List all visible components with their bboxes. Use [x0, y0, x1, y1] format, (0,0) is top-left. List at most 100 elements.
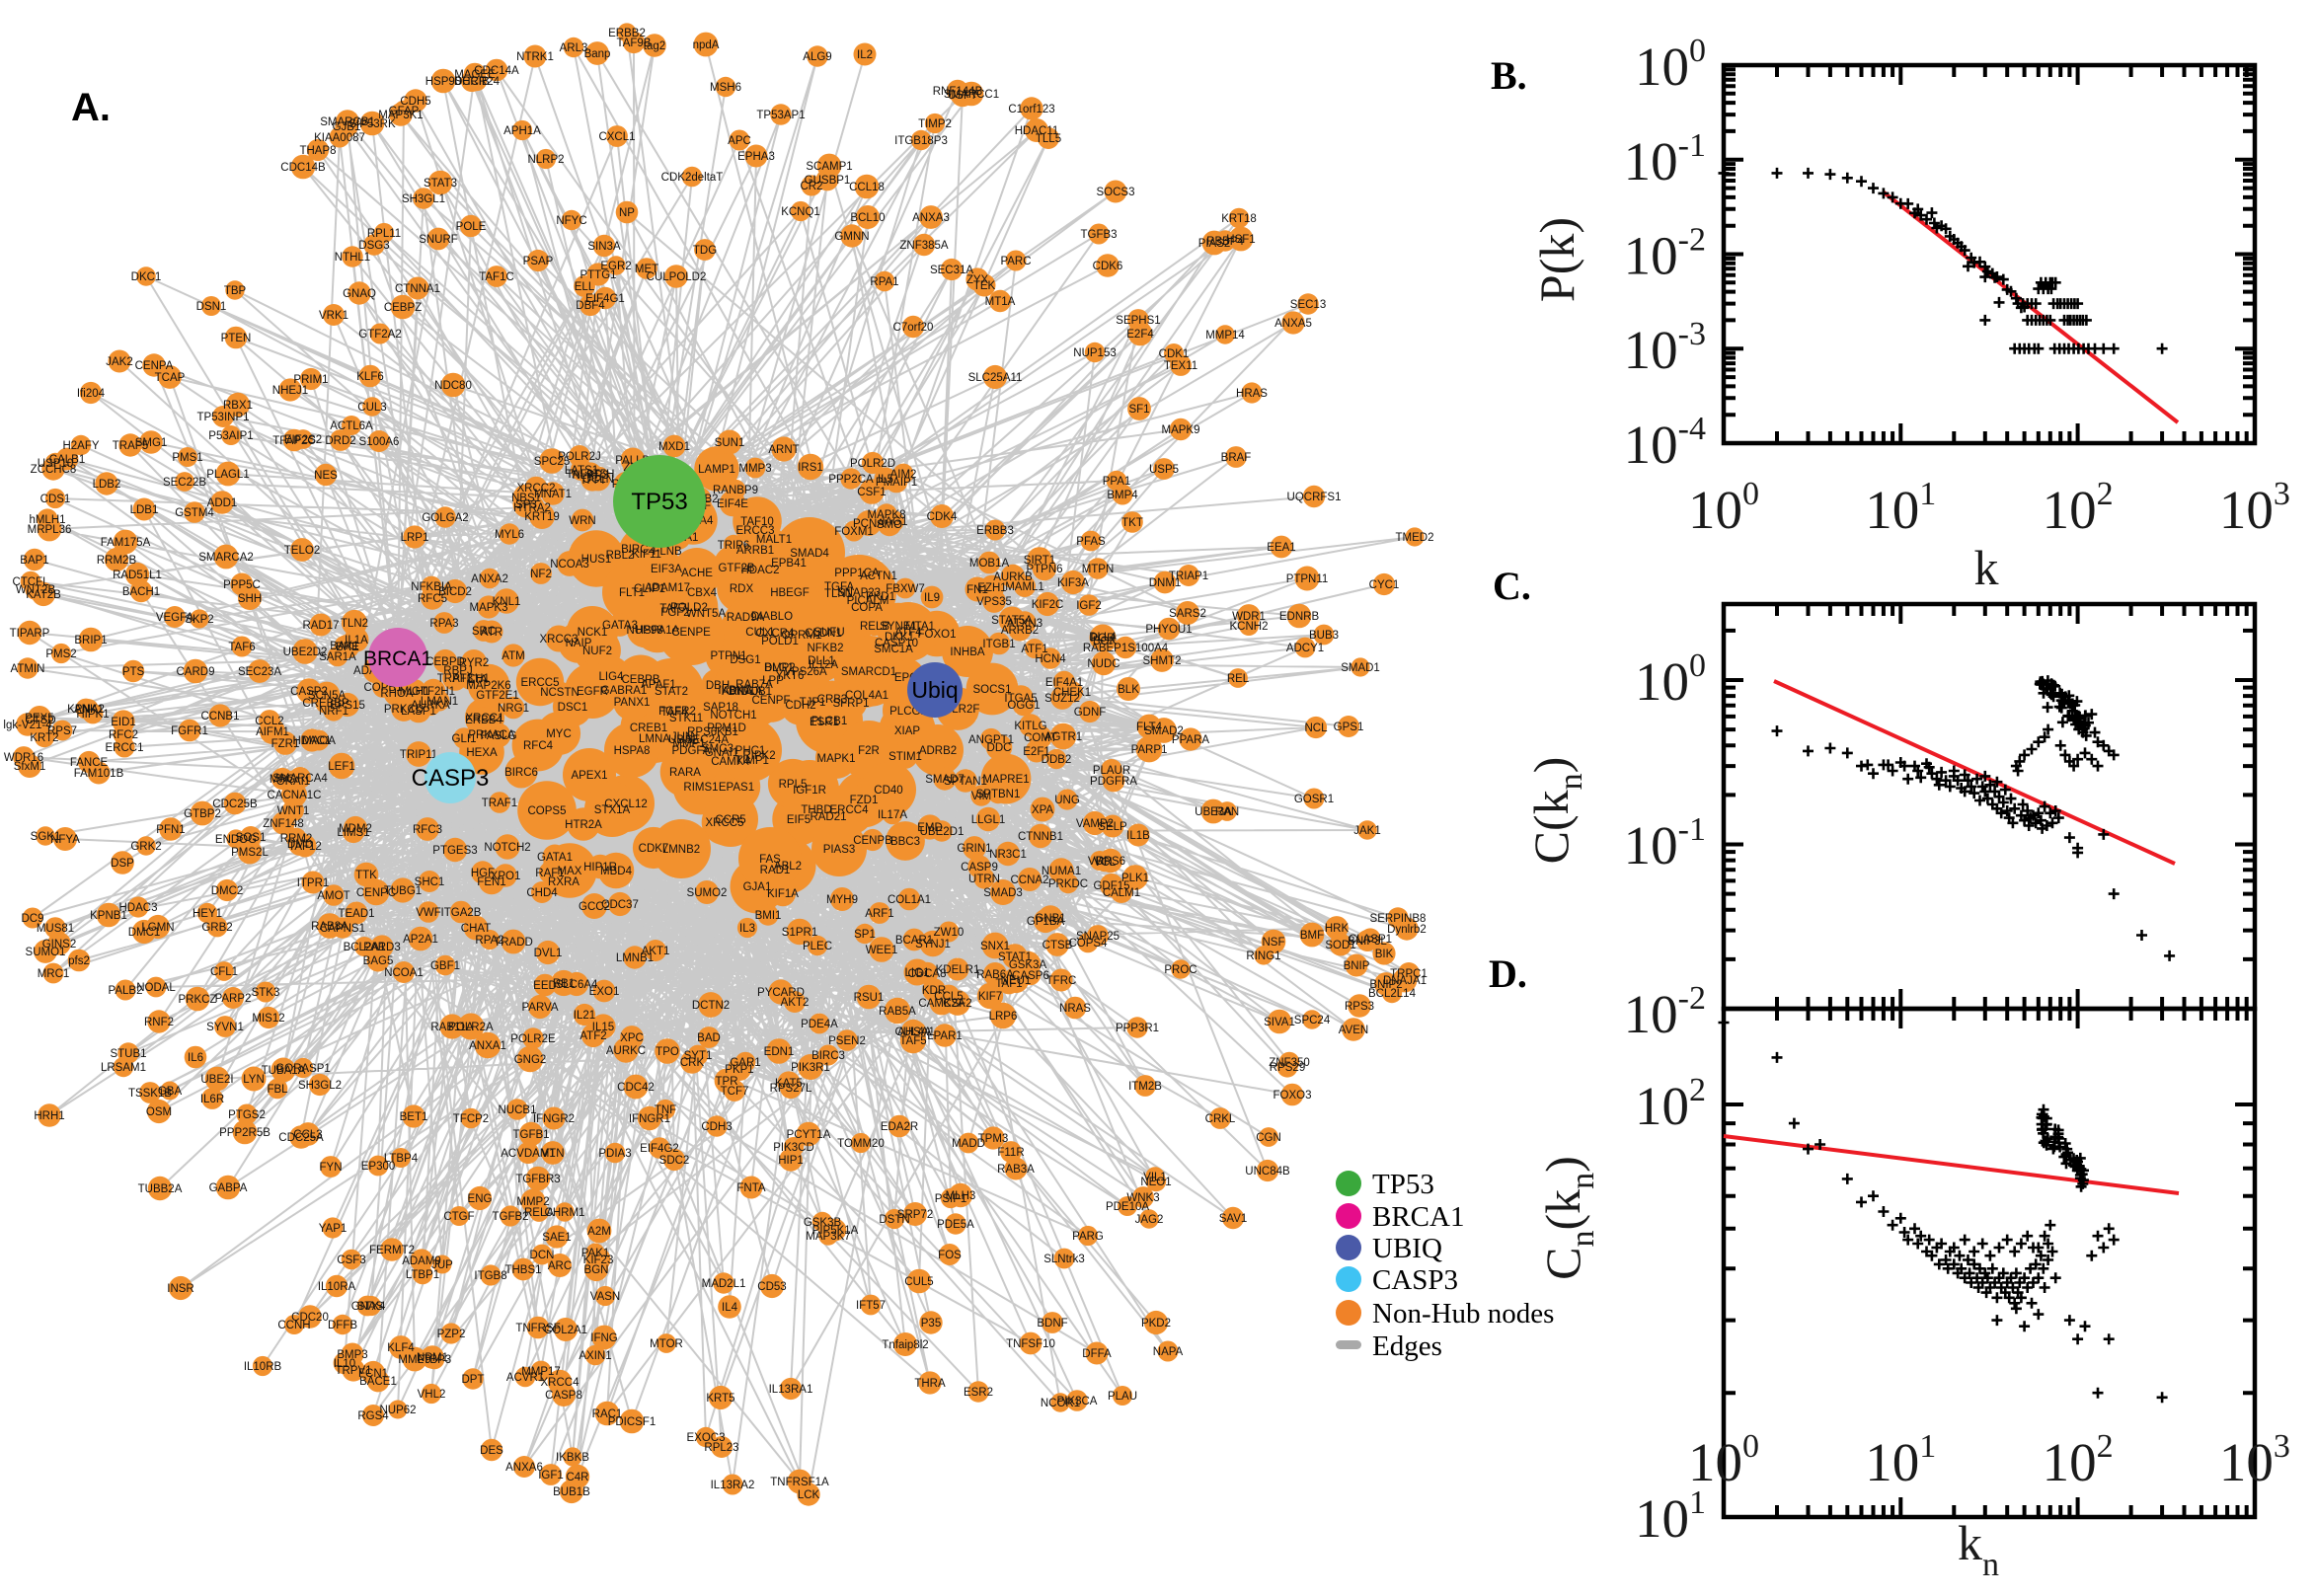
svg-text:AIM2: AIM2 — [890, 469, 917, 481]
svg-text:VAMP2: VAMP2 — [1076, 818, 1114, 830]
svg-text:NF2: NF2 — [530, 569, 552, 580]
svg-text:ARRB1: ARRB1 — [736, 545, 774, 557]
svg-text:CACNA1C: CACNA1C — [268, 790, 322, 801]
svg-text:TMED2: TMED2 — [1396, 532, 1434, 544]
svg-text:TIMP1: TIMP1 — [735, 755, 769, 767]
svg-text:LPP: LPP — [762, 675, 784, 687]
svg-text:TRADD: TRADD — [494, 937, 533, 949]
svg-text:PDGFRA: PDGFRA — [1090, 776, 1137, 788]
svg-text:TFRC: TFRC — [1046, 975, 1077, 987]
svg-text:GCC2: GCC2 — [579, 901, 610, 913]
svg-text:HIPK1: HIPK1 — [76, 709, 109, 721]
svg-text:LRP1: LRP1 — [401, 532, 429, 544]
svg-text:LATS1: LATS1 — [565, 465, 598, 477]
svg-text:NUP153: NUP153 — [1073, 347, 1116, 359]
svg-text:TNFRSF1A: TNFRSF1A — [770, 1477, 829, 1488]
svg-text:FAM101B: FAM101B — [74, 768, 124, 780]
svg-text:RIPK2: RIPK2 — [742, 750, 775, 762]
svg-text:ABL2: ABL2 — [774, 861, 802, 873]
svg-text:ANK1: ANK1 — [74, 704, 104, 716]
svg-text:DMC2: DMC2 — [211, 885, 244, 897]
svg-text:GP1BA: GP1BA — [1027, 916, 1065, 928]
svg-text:RBL2: RBL2 — [606, 550, 635, 562]
svg-text:THBS1: THBS1 — [504, 1264, 541, 1276]
svg-text:UNC84B: UNC84B — [1245, 1166, 1290, 1178]
svg-text:HGF: HGF — [471, 868, 495, 879]
svg-text:BRCA1: BRCA1 — [1372, 1201, 1464, 1233]
svg-text:UNG: UNG — [1054, 795, 1080, 806]
svg-text:INSR: INSR — [167, 1283, 193, 1295]
svg-text:ANXA3: ANXA3 — [912, 212, 950, 224]
svg-text:SCN5A: SCN5A — [308, 690, 347, 702]
svg-text:DSC1: DSC1 — [558, 702, 588, 714]
svg-text:TLL5: TLL5 — [1036, 133, 1061, 145]
svg-text:PIAS2: PIAS2 — [1198, 238, 1231, 250]
svg-text:Ifi204: Ifi204 — [77, 388, 106, 400]
svg-text:CSF3: CSF3 — [337, 1254, 365, 1266]
svg-text:ARID1A: ARID1A — [722, 686, 763, 698]
svg-text:KIF7: KIF7 — [978, 991, 1002, 1003]
svg-text:CTCFL: CTCFL — [12, 576, 49, 588]
svg-text:NCSTN: NCSTN — [540, 687, 579, 699]
svg-text:ERCC1: ERCC1 — [106, 742, 144, 754]
svg-text:RPA1: RPA1 — [870, 276, 898, 288]
svg-text:WEE1: WEE1 — [866, 945, 898, 956]
svg-text:STAT2: STAT2 — [655, 686, 688, 698]
svg-text:ERBB3: ERBB3 — [976, 525, 1014, 537]
svg-text:RPL23: RPL23 — [704, 1442, 738, 1454]
svg-text:TEX11: TEX11 — [1164, 360, 1197, 372]
svg-text:SRP72: SRP72 — [897, 1209, 933, 1221]
svg-text:ACTL6A: ACTL6A — [330, 420, 373, 432]
svg-text:IFNG: IFNG — [590, 1332, 618, 1344]
svg-text:IL4: IL4 — [722, 1302, 738, 1314]
svg-text:PROC: PROC — [1164, 964, 1197, 976]
svg-text:BCL10: BCL10 — [850, 212, 885, 224]
svg-text:TAF12: TAF12 — [288, 841, 322, 853]
svg-text:PEX5: PEX5 — [25, 713, 53, 724]
svg-text:NUP98: NUP98 — [626, 625, 662, 637]
svg-text:NRAS: NRAS — [1059, 1003, 1091, 1015]
svg-text:PDIA3: PDIA3 — [598, 1148, 631, 1160]
svg-text:Dynlrb2: Dynlrb2 — [1387, 924, 1427, 936]
svg-text:ATXN3: ATXN3 — [1007, 618, 1042, 630]
svg-text:GABPA: GABPA — [209, 1182, 248, 1194]
svg-text:BIK: BIK — [1375, 949, 1394, 960]
svg-text:PTTG1: PTTG1 — [579, 269, 616, 281]
svg-text:CENPB: CENPB — [853, 835, 892, 847]
svg-text:MRC1: MRC1 — [38, 968, 70, 980]
svg-text:NOTCH2: NOTCH2 — [484, 842, 530, 854]
svg-text:ATF2: ATF2 — [579, 1030, 606, 1042]
svg-text:RAF1: RAF1 — [535, 868, 564, 879]
svg-text:MTPN: MTPN — [1082, 564, 1115, 575]
svg-text:NUF2: NUF2 — [582, 646, 612, 657]
svg-text:NCL: NCL — [1304, 722, 1328, 734]
svg-text:PDE10A: PDE10A — [1106, 1201, 1149, 1213]
svg-text:BET1: BET1 — [400, 1111, 428, 1123]
svg-text:DCN: DCN — [530, 1250, 555, 1261]
svg-text:XPO1: XPO1 — [491, 871, 521, 882]
svg-text:FCN1: FCN1 — [358, 1368, 388, 1380]
svg-text:CDK6: CDK6 — [1093, 261, 1123, 272]
svg-text:DLL4: DLL4 — [1089, 632, 1117, 644]
svg-text:MOB1A: MOB1A — [969, 558, 1010, 570]
svg-text:IKBKG: IKBKG — [718, 685, 752, 697]
svg-text:TRIP6: TRIP6 — [718, 540, 750, 552]
svg-text:PTPN1: PTPN1 — [710, 650, 746, 662]
svg-text:SRC: SRC — [472, 626, 496, 638]
svg-text:RING1: RING1 — [1246, 950, 1280, 962]
svg-text:RAB8A: RAB8A — [311, 921, 348, 933]
svg-text:MMP1: MMP1 — [672, 738, 705, 750]
svg-text:BNIP3L: BNIP3L — [1348, 936, 1387, 948]
svg-text:RPL5: RPL5 — [779, 779, 808, 791]
svg-text:EDNRB: EDNRB — [1279, 611, 1320, 623]
svg-text:VDR: VDR — [1088, 856, 1112, 868]
svg-text:D.: D. — [1489, 951, 1527, 996]
svg-text:THAP8: THAP8 — [299, 145, 336, 157]
svg-text:ITGA5: ITGA5 — [1004, 693, 1037, 705]
svg-text:NTRK1: NTRK1 — [516, 51, 554, 63]
svg-text:TNF: TNF — [655, 1104, 676, 1116]
svg-text:TELO2: TELO2 — [284, 545, 320, 557]
svg-text:MYC: MYC — [546, 728, 572, 740]
svg-text:MPG: MPG — [270, 774, 295, 786]
svg-text:OSM: OSM — [146, 1106, 172, 1118]
